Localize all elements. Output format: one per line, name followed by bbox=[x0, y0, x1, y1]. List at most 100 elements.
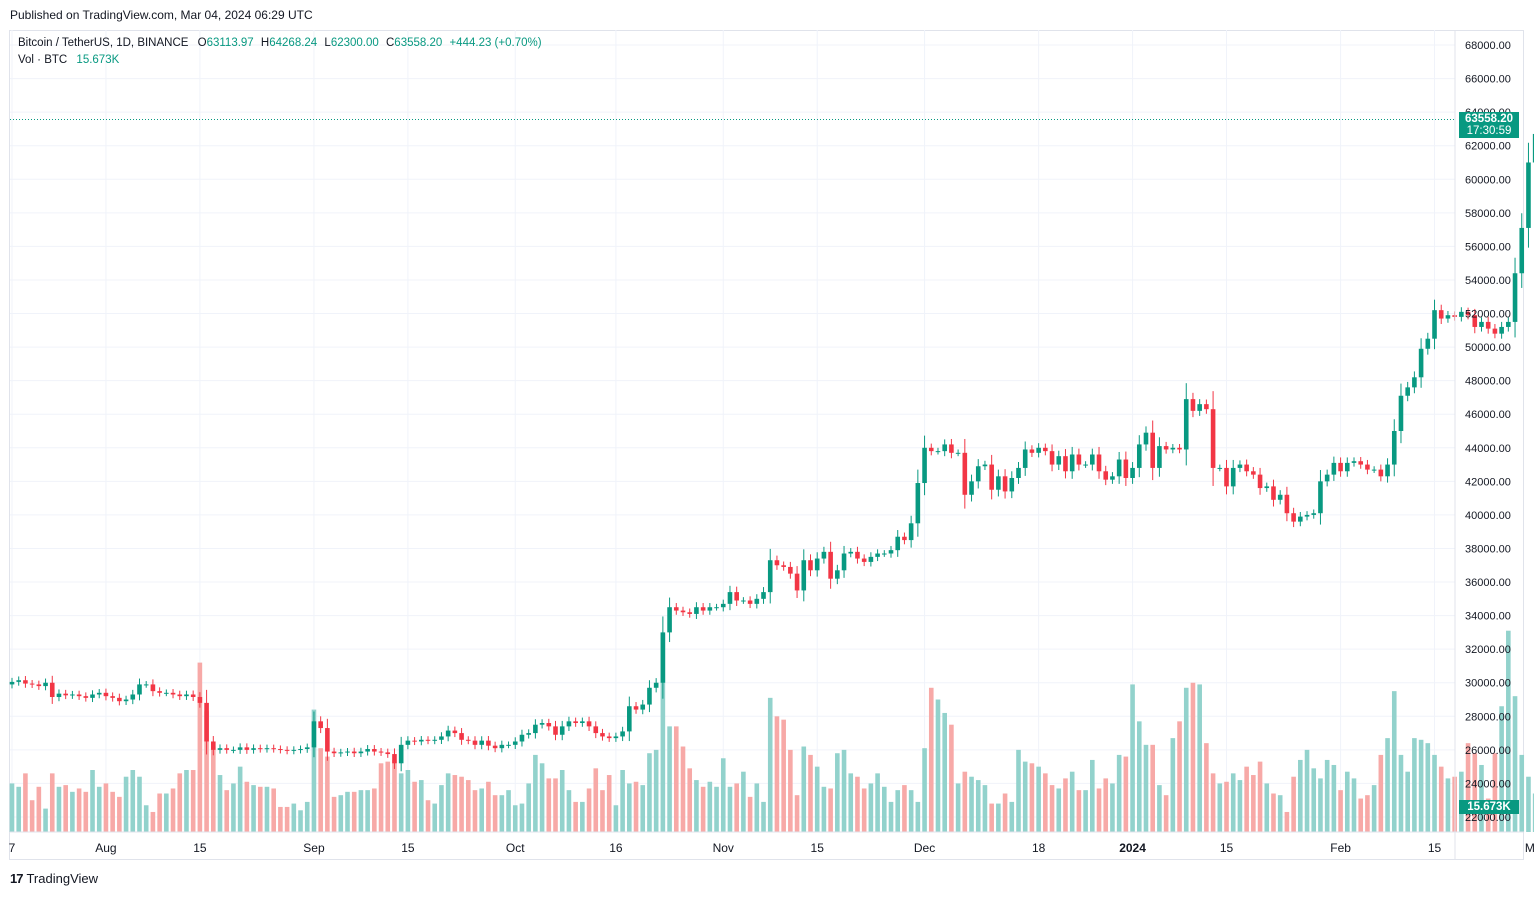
candle-body bbox=[962, 452, 968, 495]
candle-body bbox=[982, 464, 988, 467]
volume-bar bbox=[1237, 780, 1243, 832]
candle-body bbox=[848, 551, 854, 554]
candle-body bbox=[23, 680, 28, 684]
candle-body bbox=[1298, 516, 1303, 522]
y-tick-label: 32000.00 bbox=[1465, 644, 1511, 656]
candle-body bbox=[794, 573, 800, 591]
candle-body bbox=[150, 684, 156, 692]
volume-bar bbox=[1043, 773, 1048, 832]
price-axis[interactable]: 22000.00 24000.00 26000.00 28000.00 30000.00… bbox=[1454, 30, 1511, 860]
candle-body bbox=[1492, 328, 1498, 334]
candle-body bbox=[204, 702, 209, 742]
candle-body bbox=[707, 607, 713, 611]
volume-bar bbox=[580, 801, 585, 832]
legend-ohlc-row: Bitcoin / TetherUS, 1D, BINANCE O63113.9… bbox=[18, 35, 542, 52]
candle-body bbox=[942, 444, 947, 452]
volume-bar bbox=[1116, 754, 1122, 832]
volume-bar bbox=[190, 770, 196, 832]
volume-bar bbox=[1143, 744, 1149, 832]
x-tick-label: Feb bbox=[1330, 841, 1351, 855]
y-tick-label: 40000.00 bbox=[1465, 510, 1511, 522]
candle-body bbox=[9, 681, 15, 685]
candle-body bbox=[29, 683, 35, 685]
tradingview-logo-icon[interactable]: 17 bbox=[10, 871, 24, 886]
volume-bar bbox=[459, 776, 464, 832]
candle-body bbox=[1123, 459, 1129, 478]
x-tick-label: Sep bbox=[303, 841, 325, 855]
volume-bar bbox=[895, 790, 901, 832]
candle-body bbox=[1204, 404, 1209, 410]
candle-body bbox=[311, 721, 317, 748]
candle-body bbox=[351, 751, 357, 754]
candle-body bbox=[875, 553, 880, 557]
candle-body bbox=[553, 726, 558, 735]
footer-brand[interactable]: TradingView bbox=[26, 871, 99, 886]
candle-body bbox=[1512, 273, 1518, 322]
candle-body bbox=[700, 607, 706, 611]
volume-bar bbox=[29, 800, 35, 832]
volume-bar bbox=[841, 749, 847, 832]
volume-bar bbox=[1432, 754, 1437, 832]
volume-bar bbox=[553, 778, 558, 832]
legend-symbol[interactable]: Bitcoin / TetherUS, 1D, BINANCE bbox=[18, 37, 189, 49]
volume-bar bbox=[1479, 764, 1484, 832]
volume-bar bbox=[237, 766, 243, 832]
x-tick-label: Oct bbox=[506, 841, 525, 855]
volume-bar bbox=[741, 771, 746, 832]
legend-volume-label[interactable]: Vol · BTC bbox=[18, 54, 68, 66]
volume-bar bbox=[204, 711, 209, 832]
candle-body bbox=[211, 741, 216, 750]
candle-body bbox=[915, 483, 921, 524]
candle-body bbox=[137, 684, 142, 695]
candle-body bbox=[76, 694, 82, 697]
volume-bar bbox=[331, 796, 337, 832]
volume-bar bbox=[593, 768, 599, 832]
candle-body bbox=[331, 751, 337, 754]
candle-body bbox=[989, 464, 994, 490]
volume-bar bbox=[627, 783, 632, 832]
x-tick-label: Dec bbox=[914, 841, 935, 855]
volume-bar bbox=[1036, 766, 1041, 832]
volume-bar bbox=[425, 800, 431, 832]
volume-bar bbox=[1190, 682, 1196, 832]
candle-body bbox=[1277, 494, 1283, 500]
candle-body bbox=[499, 744, 505, 749]
candle-body bbox=[841, 553, 847, 571]
volume-bar bbox=[164, 793, 169, 832]
candle-body bbox=[580, 721, 585, 724]
volume-bar bbox=[949, 724, 954, 832]
volume-bar bbox=[606, 775, 612, 832]
candle-body bbox=[640, 704, 646, 710]
volume-bar bbox=[1029, 763, 1035, 832]
candle-body bbox=[1506, 321, 1511, 327]
volume-bar bbox=[231, 783, 236, 832]
volume-bar bbox=[1526, 776, 1531, 832]
volume-bar bbox=[519, 803, 525, 832]
volume-bar bbox=[16, 786, 22, 832]
candle-body bbox=[808, 560, 813, 571]
candle-body bbox=[257, 748, 263, 750]
x-tick-label: 2024 bbox=[1119, 841, 1146, 855]
candle-body bbox=[1103, 471, 1109, 480]
last-price-badge: 63558.20 17:30:59 bbox=[1459, 112, 1519, 138]
volume-bar bbox=[385, 761, 391, 832]
y-tick-label: 36000.00 bbox=[1465, 577, 1511, 589]
volume-bar bbox=[1230, 773, 1236, 832]
volume-bar bbox=[170, 788, 176, 832]
time-axis[interactable]: 7 Aug 15 Sep 15 Oct 16 Nov 15 Dec 18 2024 15 Feb 15 Mar bbox=[9, 831, 1534, 855]
volume-bar bbox=[1391, 691, 1397, 832]
volume-bar bbox=[801, 746, 807, 832]
candle-body bbox=[459, 733, 464, 740]
candle-body bbox=[271, 748, 276, 750]
candle-body bbox=[284, 749, 290, 751]
volume-bar bbox=[1519, 754, 1525, 832]
volume-bar bbox=[372, 788, 377, 832]
volume-bar bbox=[533, 754, 538, 832]
volume-bar bbox=[667, 726, 672, 832]
chart-frame[interactable] bbox=[9, 30, 1524, 860]
candle-body bbox=[781, 565, 786, 567]
volume-bar bbox=[559, 770, 565, 832]
volume-bar bbox=[325, 756, 330, 832]
candle-body bbox=[1485, 321, 1491, 329]
